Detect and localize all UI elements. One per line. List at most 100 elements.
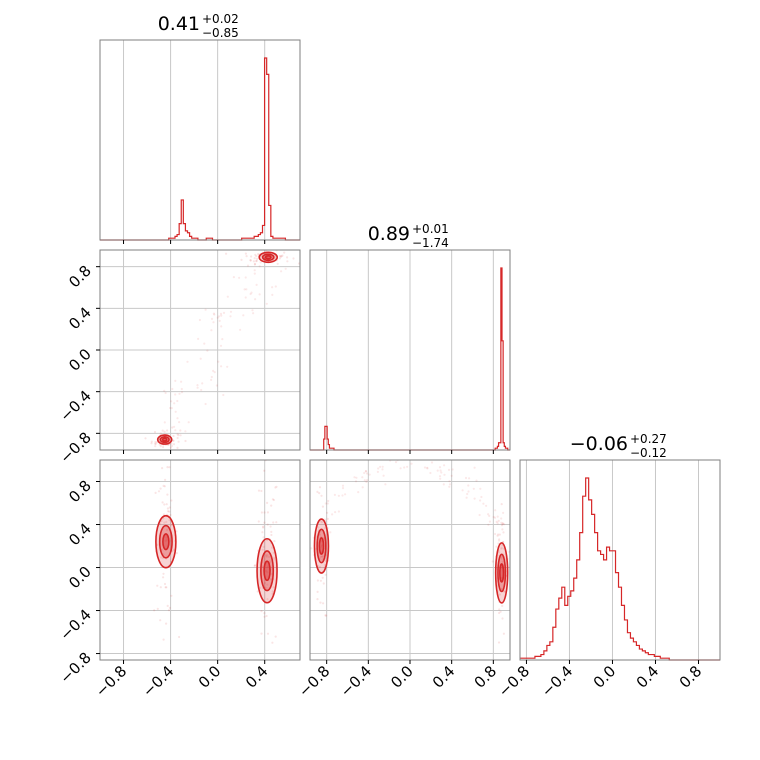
sample-point <box>266 565 270 568</box>
sample-point <box>272 551 275 554</box>
density-contour <box>155 514 177 569</box>
sample-point <box>165 586 168 589</box>
sample-point <box>273 558 276 561</box>
sample-point <box>357 491 360 494</box>
sample-point <box>265 555 268 558</box>
sample-point <box>361 476 364 479</box>
sample-point <box>503 523 506 526</box>
sample-point <box>252 312 255 315</box>
sample-point <box>169 446 172 449</box>
sample-point <box>166 507 169 510</box>
sample-point <box>492 515 495 519</box>
sample-point <box>158 456 160 458</box>
sample-point <box>213 313 216 316</box>
sample-point <box>150 442 153 445</box>
sample-point <box>327 499 330 503</box>
sample-point <box>316 579 319 582</box>
sample-point <box>279 255 282 258</box>
sample-point <box>273 540 276 543</box>
sample-point <box>275 485 278 488</box>
sample-point <box>450 474 453 477</box>
sample-point <box>318 565 322 569</box>
sample-point <box>172 443 176 446</box>
sample-point <box>341 484 345 487</box>
sample-point <box>326 517 329 521</box>
sample-point <box>480 495 483 499</box>
sample-point <box>498 611 501 615</box>
sample-point <box>501 617 504 620</box>
sample-point <box>280 255 283 258</box>
sample-point <box>430 461 434 464</box>
sample-point <box>171 426 174 429</box>
sample-point <box>226 295 229 298</box>
sample-point <box>379 465 382 468</box>
sample-point <box>321 505 324 508</box>
sample-point <box>244 296 247 299</box>
sample-point <box>500 547 503 550</box>
sample-point <box>257 489 261 492</box>
sample-point <box>319 579 322 582</box>
sample-point <box>363 471 366 475</box>
sample-point <box>168 506 171 509</box>
sample-point <box>473 497 476 500</box>
sample-point <box>500 546 503 549</box>
sample-point <box>325 614 328 617</box>
sample-point <box>266 501 269 504</box>
sample-point <box>165 622 168 625</box>
sample-point <box>270 533 273 537</box>
sample-point <box>253 564 256 568</box>
sample-point <box>321 555 324 558</box>
y-tick-label: −0.4 <box>56 606 94 644</box>
sample-point <box>220 325 223 328</box>
sample-point <box>329 531 332 534</box>
sample-point <box>487 523 490 526</box>
sample-point <box>226 365 229 368</box>
sample-point <box>438 475 442 478</box>
sample-point <box>220 314 223 317</box>
sample-point <box>263 511 266 514</box>
sample-point <box>269 578 272 581</box>
y-tick-label: 0.0 <box>65 563 95 593</box>
sample-point <box>482 502 485 505</box>
sample-point <box>426 466 429 469</box>
sample-point <box>495 520 498 524</box>
sample-point <box>154 442 157 445</box>
axis-ticks: −0.8 −0.4 0.0 0.4 −0.8 −0.4 0.0 0.4 0.8−0.8 −0.4 0… <box>56 240 705 701</box>
sample-point <box>210 329 213 332</box>
sample-point <box>257 520 260 523</box>
sample-point <box>173 425 176 428</box>
sample-point <box>180 380 183 383</box>
sample-point <box>274 285 277 288</box>
sample-point <box>163 389 166 392</box>
sample-point <box>217 360 220 363</box>
sample-point <box>261 531 264 534</box>
sample-point <box>239 328 242 331</box>
sample-point <box>256 590 259 593</box>
sample-point <box>266 523 269 526</box>
sample-point <box>276 262 279 265</box>
sample-point <box>166 604 169 608</box>
x-tick-label: 0.0 <box>387 662 417 692</box>
sample-point <box>259 261 262 264</box>
frame-histogram-param3 <box>519 459 721 661</box>
sample-point <box>475 479 478 482</box>
sample-point <box>318 492 321 495</box>
sample-point <box>225 252 228 255</box>
sample-point <box>438 466 442 469</box>
sample-point <box>206 349 209 352</box>
sample-point <box>220 365 223 368</box>
sample-point <box>260 489 263 493</box>
scatter-param2-vs-param3 <box>310 460 510 668</box>
sample-point <box>163 421 166 424</box>
sample-point <box>221 338 224 341</box>
density-contour <box>256 537 278 604</box>
sample-point <box>261 548 264 551</box>
sample-point <box>344 493 347 496</box>
sample-point <box>163 582 167 586</box>
sample-point <box>501 666 503 668</box>
sample-point <box>243 288 246 291</box>
sample-point <box>381 468 384 471</box>
sample-point <box>176 436 179 440</box>
sample-point <box>464 476 468 480</box>
